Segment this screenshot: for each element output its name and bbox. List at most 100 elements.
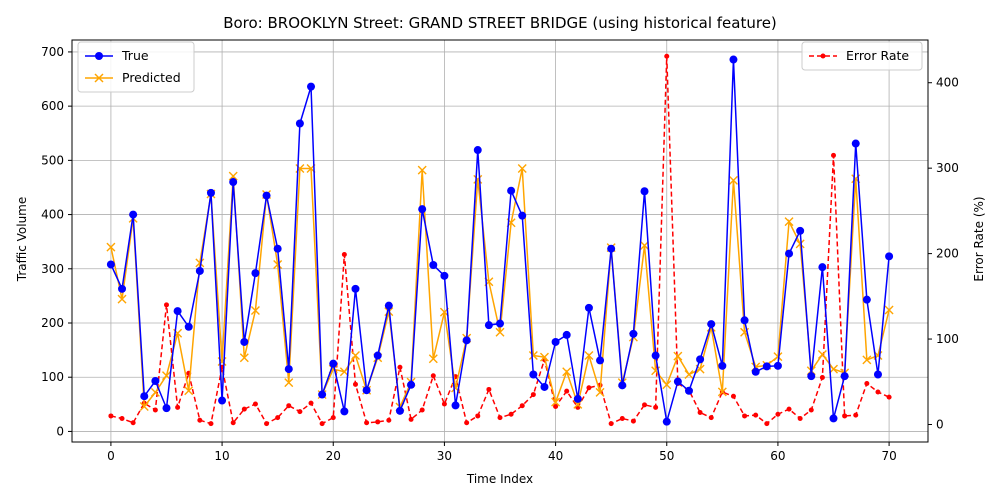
- error-rate-point: [886, 394, 892, 400]
- y-tick-label: 700: [41, 45, 64, 59]
- true-point: [773, 361, 782, 370]
- predicted-point: [817, 349, 827, 359]
- true-point: [462, 336, 471, 345]
- true-point: [195, 266, 204, 275]
- true-point: [885, 252, 894, 261]
- predicted-point: [139, 401, 149, 411]
- x-tick-label: 20: [326, 449, 341, 463]
- error-rate-point: [586, 385, 592, 391]
- true-point: [751, 367, 760, 376]
- predicted-point: [562, 367, 572, 377]
- true-point: [740, 316, 749, 325]
- error-rate-point: [386, 417, 392, 423]
- error-rate-point: [341, 251, 347, 257]
- y2-axis-title: Error Rate (%): [972, 196, 986, 281]
- error-rate-point: [108, 413, 114, 419]
- error-rate-point: [275, 415, 281, 421]
- predicted-point: [684, 370, 694, 379]
- y-axis-left: 0 100 200 300 400 500 600 700: [41, 45, 72, 438]
- error-rate-point: [553, 404, 559, 410]
- error-rate-point: [297, 409, 303, 415]
- predicted-point: [284, 378, 294, 388]
- true-point: [351, 284, 360, 293]
- x-tick-label: 10: [214, 449, 229, 463]
- error-rate-point: [519, 403, 525, 409]
- error-rate-point: [397, 364, 403, 370]
- true-point: [206, 188, 215, 197]
- predicted-point: [517, 163, 527, 173]
- predicted-point: [595, 387, 605, 397]
- predicted-point: [150, 387, 160, 397]
- error-rate-point: [319, 421, 325, 427]
- true-point: [673, 377, 682, 386]
- error-rate-point: [175, 404, 181, 410]
- error-rate-point: [475, 413, 481, 419]
- true-point: [785, 249, 794, 258]
- true-point: [718, 361, 727, 370]
- error-rate-point: [653, 404, 659, 410]
- legend-error-label: Error Rate: [846, 48, 909, 63]
- predicted-point: [795, 239, 805, 249]
- error-rate-point: [230, 420, 236, 426]
- true-point: [762, 362, 771, 371]
- y-tick-label: 400: [41, 208, 64, 222]
- error-rate-point: [630, 418, 636, 424]
- true-point: [818, 263, 827, 272]
- legend-true-label: True: [121, 48, 149, 63]
- y2-tick-label: 300: [936, 161, 959, 175]
- legend-predicted-marker: [94, 73, 104, 83]
- error-rate-point: [875, 389, 881, 395]
- true-point: [184, 322, 193, 331]
- true-point: [251, 269, 260, 278]
- predicted-point: [829, 364, 839, 374]
- legend-left: True Predicted: [77, 41, 195, 93]
- true-point: [118, 284, 127, 293]
- y-tick-label: 100: [41, 370, 64, 384]
- true-point: [629, 329, 638, 338]
- error-rate-point: [119, 416, 125, 422]
- predicted-point: [528, 351, 538, 361]
- error-rate-point: [708, 415, 714, 421]
- predicted-point: [350, 351, 360, 361]
- true-point: [540, 382, 549, 391]
- true-point: [496, 319, 504, 328]
- true-point: [596, 356, 605, 365]
- plot-frame: [71, 39, 929, 443]
- error-rate-point: [797, 416, 803, 422]
- error-rate-point: [286, 403, 292, 409]
- true-point: [451, 401, 460, 410]
- error-rate-point: [764, 421, 770, 427]
- true-point: [340, 407, 349, 416]
- y2-tick-label: 0: [936, 417, 944, 431]
- true-point: [529, 370, 538, 379]
- x-tick-label: 40: [548, 449, 563, 463]
- true-point: [584, 303, 593, 312]
- predicted-point: [773, 352, 783, 362]
- error-rate-point: [486, 386, 492, 392]
- error-rate-point: [753, 412, 759, 418]
- error-rate-point: [352, 381, 358, 387]
- error-rate-point: [742, 413, 748, 419]
- error-rate-point: [130, 420, 136, 426]
- y2-tick-label: 100: [936, 332, 959, 346]
- true-point: [807, 372, 816, 381]
- error-rate-point: [252, 401, 258, 407]
- error-rate-point: [163, 302, 169, 308]
- predicted-point: [228, 171, 238, 181]
- y-tick-label: 300: [41, 262, 64, 276]
- x-tick-label: 30: [437, 449, 452, 463]
- x-tick-label: 50: [659, 449, 674, 463]
- y-tick-label: 200: [41, 316, 64, 330]
- error-rate-point: [697, 410, 703, 416]
- predicted-point: [673, 351, 683, 361]
- true-point: [840, 372, 849, 381]
- true-point: [573, 394, 582, 403]
- legend-left-box: [77, 41, 195, 93]
- chart-title: Boro: BROOKLYN Street: GRAND STREET BRID…: [223, 14, 777, 32]
- true-series: [106, 55, 894, 426]
- true-point: [551, 337, 560, 346]
- x-tick-label: 70: [881, 449, 896, 463]
- true-point: [129, 210, 138, 219]
- true-point: [307, 82, 316, 91]
- error-rate-point: [264, 421, 270, 427]
